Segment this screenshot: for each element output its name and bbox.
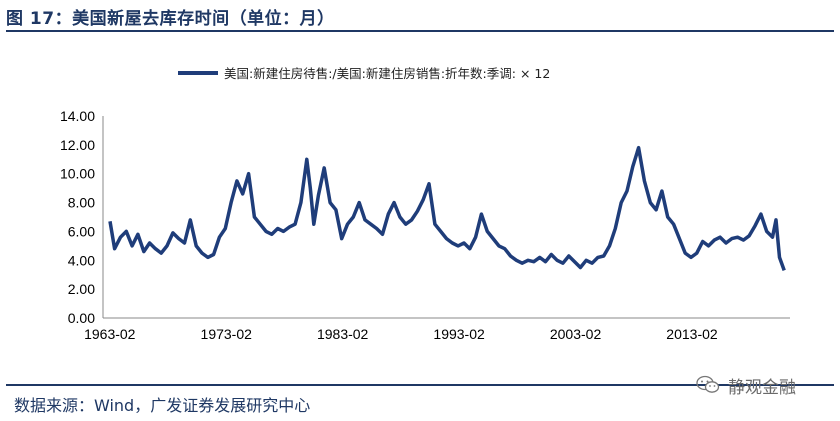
- footer-rule: [6, 384, 834, 386]
- x-tick-label: 1963-02: [84, 326, 136, 342]
- x-tick-label: 2003-02: [550, 326, 602, 342]
- watermark: 静观金融: [696, 370, 796, 400]
- x-tick-label: 1993-02: [433, 326, 485, 342]
- y-tick-label: 4.00: [68, 252, 95, 268]
- y-tick-label: 10.00: [60, 166, 95, 182]
- y-tick-labels: 0.00 2.00 4.00 6.00 8.00 10.00 12.00 14.00: [60, 108, 95, 326]
- title-rule: [6, 30, 834, 32]
- y-tick-label: 8.00: [68, 195, 95, 211]
- y-tick-label: 14.00: [60, 108, 95, 124]
- y-tick-label: 0.00: [68, 310, 95, 326]
- x-tick-label: 1973-02: [201, 326, 253, 342]
- source-note: 数据来源：Wind，广发证券发展研究中心: [14, 396, 311, 415]
- line-chart: 美国:新建住房待售:/美国:新建住房销售:折年数:季调: × 12 0.00 2.…: [60, 66, 790, 342]
- x-tick-label: 1983-02: [317, 326, 369, 342]
- y-tick-label: 2.00: [68, 281, 95, 297]
- x-tick-labels: 1963-02 1973-02 1983-02 1993-02 2003-02 2013-…: [84, 326, 718, 342]
- y-tick-label: 12.00: [60, 137, 95, 153]
- legend: 美国:新建住房待售:/美国:新建住房销售:折年数:季调: × 12: [178, 66, 550, 81]
- watermark-text: 静观金融: [728, 377, 796, 398]
- wechat-icon: [696, 375, 720, 393]
- series-line: [108, 145, 786, 271]
- series-group: [108, 145, 786, 271]
- x-tick-label: 2013-02: [666, 326, 718, 342]
- legend-label: 美国:新建住房待售:/美国:新建住房销售:折年数:季调: × 12: [224, 66, 550, 81]
- figure-title: 图 17：美国新屋去库存时间（单位：月）: [6, 9, 335, 29]
- y-tick-label: 6.00: [68, 223, 95, 239]
